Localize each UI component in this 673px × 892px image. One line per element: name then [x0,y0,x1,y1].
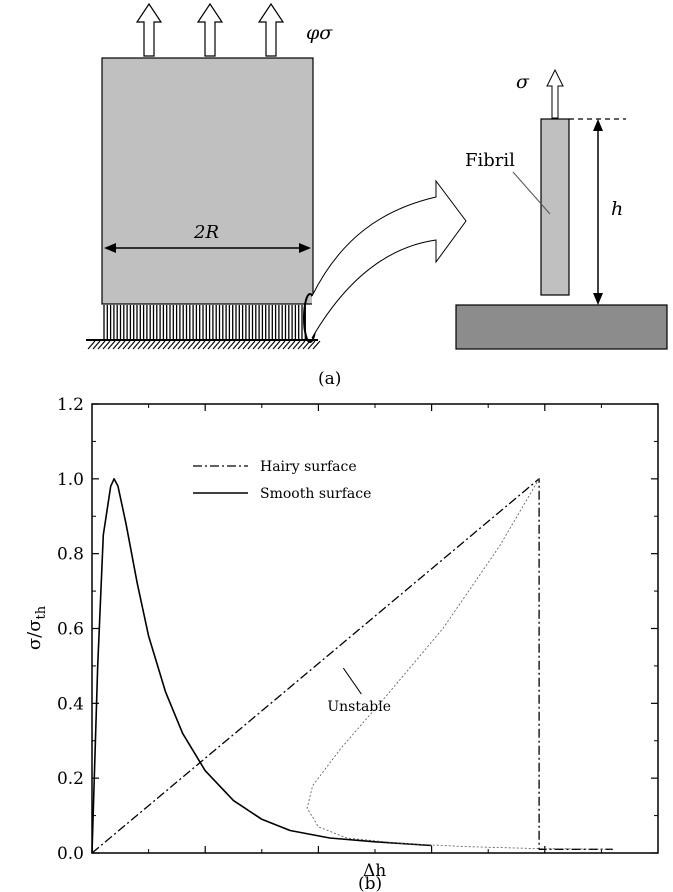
y-tick-labels: 0.0 0.2 0.4 0.6 0.8 1.0 1.2 [57,395,84,864]
y-tick-label: 1.2 [57,395,84,415]
single-fibril [540,118,570,296]
substrate [455,304,668,350]
ground-hatch-line [157,340,166,350]
ground-hatch-line [142,340,151,350]
ground-hatch-line [242,340,251,350]
ground-hatch-line [252,340,261,350]
x-axis-label: Δh [363,861,386,881]
ground-hatch-line [132,340,141,350]
ground-hatch [86,339,321,350]
plot-frame [91,403,659,854]
ground-hatch-line [97,340,106,350]
y-axis-label: σ/σth [24,605,49,650]
ground-hatch-line [217,340,226,350]
ground-hatch-line [172,340,181,350]
ground-hatch-line [197,340,206,350]
zoom-arrow [311,179,467,339]
ground-hatch-line [202,340,211,350]
stress-arrow-1 [135,2,163,57]
ground-hatch-line [167,340,176,350]
y-axis-label-sub: th [34,605,49,619]
ground-hatch-line [237,340,246,350]
two-r-label: 2R [193,222,219,243]
y-tick-label: 0.6 [57,620,84,640]
ground-hatch-line [187,340,196,350]
legend: Hairy surface Smooth surface [193,459,371,502]
ground-hatch-line [222,340,231,350]
ground-hatch-line [107,340,116,350]
ground-hatch-line [272,340,281,350]
ground-hatch-line [212,340,221,350]
ground-hatch-line [267,340,276,350]
ground-hatch-line [87,340,96,350]
ground-hatch-line [257,340,266,350]
y-tick-label: 0.4 [57,694,84,714]
ground-hatch-line [232,340,241,350]
phi-sigma-label: φσ [306,22,333,44]
ground-hatch-line [122,340,131,350]
caption-a: (a) [318,369,341,389]
ground-hatch-line [292,340,301,350]
ground-hatch-line [262,340,271,350]
panel-b: 0.0 0.2 0.4 0.6 0.8 1.0 1.2 Hairy surface Smoo… [24,395,659,892]
ground-hatch-line [127,340,136,350]
legend-label-hairy: Hairy surface [260,459,357,475]
ground-hatch-line [282,340,291,350]
ground-hatch-line [177,340,186,350]
ground-hatch-line [147,340,156,350]
series-unstable [306,478,613,850]
height-label: h [611,198,623,220]
ground-hatch-line [102,340,111,350]
ground-hatch-line [277,340,286,350]
fibril-leader [512,171,551,215]
ground-hatch-line [137,340,146,350]
y-tick-label: 0.0 [57,844,84,864]
ground-hatch-line [182,340,191,350]
panel-a: φσ 2R σ h Fibril (a [86,2,668,389]
height-dimension [593,119,603,305]
ground-hatch-line [162,340,171,350]
ground-hatch-line [227,340,236,350]
ground-hatch-line [312,340,321,350]
backing-block [101,57,314,305]
legend-label-smooth: Smooth surface [260,486,371,502]
y-tick-label: 0.8 [57,545,84,565]
ground-hatch-line [297,340,306,350]
fibril-sigma-label: σ [516,71,530,93]
ground-hatch-line [287,340,296,350]
ground-hatch-line [152,340,161,350]
unstable-label: Unstable [327,699,391,715]
stress-arrow-2 [196,2,224,57]
y-axis-ticks [92,403,658,854]
radius-dimension [104,243,311,253]
caption-b: (b) [358,874,382,892]
series-smooth-surface [91,477,432,854]
series-hairy-surface [91,478,613,854]
ground-hatch-line [192,340,201,350]
ground-hatch-line [117,340,126,350]
ground-hatch-line [307,340,316,350]
ground-hatch-line [92,340,101,350]
fibril-array [103,305,306,339]
x-axis-ticks [148,404,602,853]
series-layer [91,477,613,854]
y-tick-label: 1.0 [57,470,84,490]
y-axis-label-main: σ/σ [24,619,45,650]
ground-hatch-line [207,340,216,350]
ground-hatch-line [112,340,121,350]
y-tick-label: 0.2 [57,769,84,789]
unstable-leader [342,667,362,695]
stress-arrow-3 [257,2,285,57]
fibril-label: Fibril [465,150,515,171]
fibril-sigma-arrow [546,68,564,119]
ground-hatch-line [247,340,256,350]
